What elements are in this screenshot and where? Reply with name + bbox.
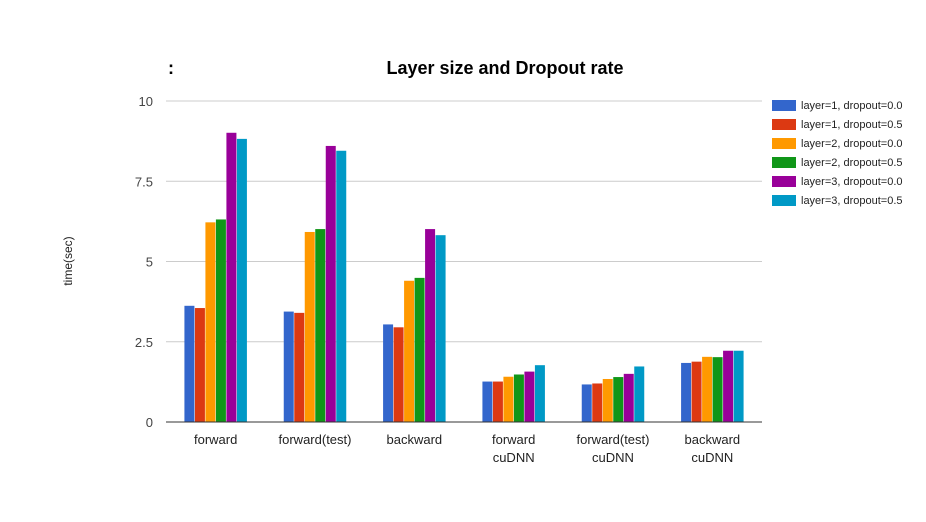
chart-title: Layer size and Dropout rate (386, 58, 623, 78)
bar (215, 219, 226, 422)
legend-label: layer=3, dropout=0.5 (801, 195, 903, 207)
x-category-label: forward(test) (279, 432, 352, 447)
bar (404, 280, 415, 422)
bar (534, 365, 545, 422)
bars (184, 132, 744, 423)
bar (425, 229, 436, 422)
bar (581, 384, 592, 422)
bar (702, 356, 713, 422)
x-axis-categories: forward forward(test) backward forward cuDNN… (194, 432, 740, 465)
y-tick-label: 10 (139, 94, 153, 109)
legend-label: layer=2, dropout=0.5 (801, 157, 903, 169)
bar (681, 362, 692, 422)
bar (226, 132, 237, 423)
bar (325, 145, 336, 422)
bar (236, 138, 247, 423)
bar (294, 312, 305, 422)
bar (634, 366, 645, 422)
legend-swatch (772, 138, 796, 149)
bar (184, 305, 195, 422)
bar (712, 357, 723, 422)
legend-label: layer=3, dropout=0.0 (801, 176, 903, 188)
bar (336, 150, 347, 422)
bar (492, 381, 503, 422)
bar (613, 377, 624, 422)
bar (414, 277, 425, 422)
x-category-label: forward (194, 432, 237, 447)
bar (602, 378, 613, 422)
gridlines (166, 100, 762, 343)
bar (733, 350, 744, 422)
bar (435, 235, 446, 422)
bar (205, 222, 216, 422)
y-axis-label: time(sec) (61, 236, 75, 285)
bar (513, 374, 524, 422)
bar (503, 376, 514, 422)
bar (691, 361, 702, 422)
legend-label: layer=1, dropout=0.0 (801, 100, 903, 112)
legend-label: layer=2, dropout=0.0 (801, 138, 903, 150)
bar (393, 327, 404, 422)
y-tick-label: 5 (146, 255, 153, 270)
chart-title-prefix: : (168, 58, 174, 78)
bar (304, 231, 315, 422)
legend-swatch (772, 176, 796, 187)
legend-swatch (772, 119, 796, 130)
y-tick-label: 7.5 (135, 174, 153, 189)
bar (623, 373, 634, 422)
y-tick-label: 2.5 (135, 335, 153, 350)
x-category-label: forward cuDNN (492, 432, 535, 465)
bar (383, 324, 394, 422)
y-axis-ticks: 0 2.5 5 7.5 10 (135, 94, 153, 430)
bar (315, 229, 326, 422)
bar (283, 311, 294, 422)
legend-swatch (772, 195, 796, 206)
legend-label: layer=1, dropout=0.5 (801, 119, 903, 131)
legend-swatch (772, 100, 796, 111)
legend: layer=1, dropout=0.0 layer=1, dropout=0.5… (772, 100, 903, 207)
x-category-label: forward(test) cuDNN (577, 432, 650, 465)
bar (592, 383, 603, 422)
x-category-label: backward cuDNN (685, 432, 741, 465)
bar (194, 308, 205, 422)
bar (524, 371, 535, 422)
y-tick-label: 0 (146, 415, 153, 430)
bar (482, 381, 493, 422)
legend-swatch (772, 157, 796, 168)
bar (723, 350, 734, 422)
x-category-label: backward (387, 432, 443, 447)
